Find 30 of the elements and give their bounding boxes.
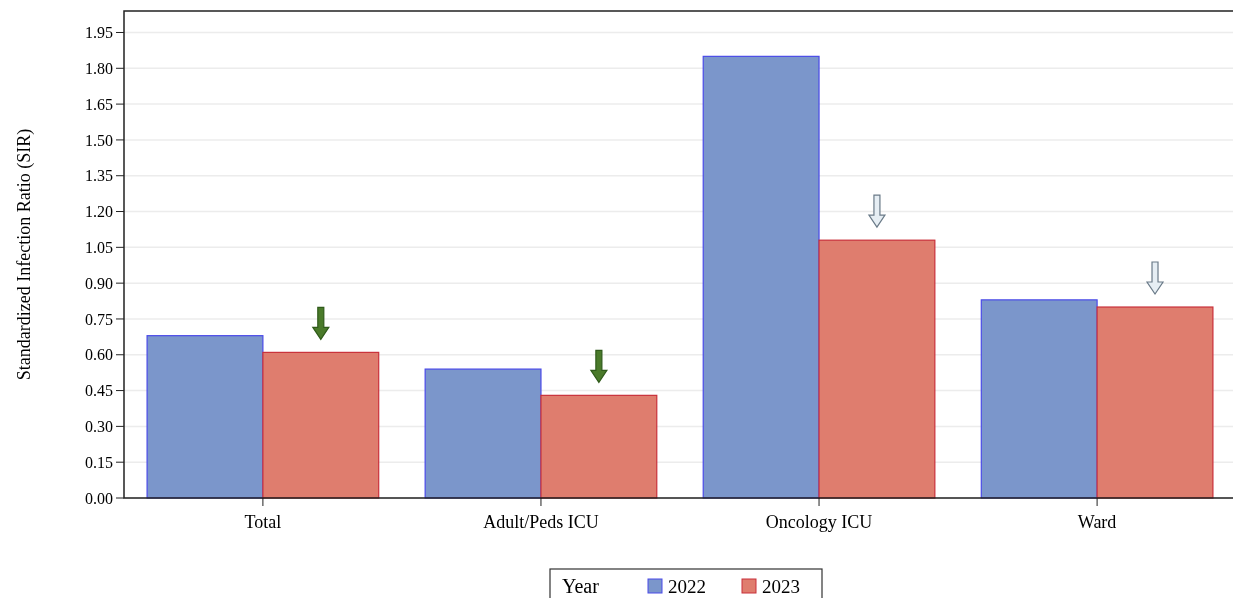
y-tick-label: 1.65 — [85, 95, 113, 113]
bar — [146, 335, 264, 499]
bar — [980, 299, 1098, 499]
y-tick-label: 0.30 — [85, 417, 113, 435]
legend-label: 2022 — [668, 576, 706, 597]
y-tick-label: 1.95 — [85, 24, 113, 42]
bar — [540, 394, 658, 499]
y-tick-label: 1.05 — [85, 238, 113, 256]
y-tick-label: 1.35 — [85, 167, 113, 185]
y-tick-label: 1.50 — [85, 131, 113, 149]
bar — [818, 239, 936, 499]
legend-label: 2023 — [762, 576, 800, 597]
x-tick-label: Total — [244, 512, 282, 532]
legend-title: Year — [562, 575, 600, 597]
y-tick-label: 0.90 — [85, 274, 113, 292]
bar — [702, 55, 820, 499]
y-axis-title: Standardized Infection Ratio (SIR) — [14, 128, 36, 381]
x-tick-label: Oncology ICU — [765, 512, 873, 532]
y-tick-label: 0.60 — [85, 346, 113, 364]
y-tick-label: 1.20 — [85, 203, 113, 221]
x-tick-label: Ward — [1077, 512, 1117, 532]
bar — [424, 368, 542, 499]
bar — [1096, 306, 1214, 499]
y-tick-label: 0.45 — [85, 382, 113, 400]
bar — [262, 351, 380, 499]
y-tick-label: 0.00 — [85, 489, 113, 507]
y-tick-label: 1.80 — [85, 59, 113, 77]
y-tick-label: 0.75 — [85, 310, 113, 328]
y-tick-label: 0.15 — [85, 453, 113, 471]
x-tick-label: Adult/Peds ICU — [483, 512, 599, 532]
